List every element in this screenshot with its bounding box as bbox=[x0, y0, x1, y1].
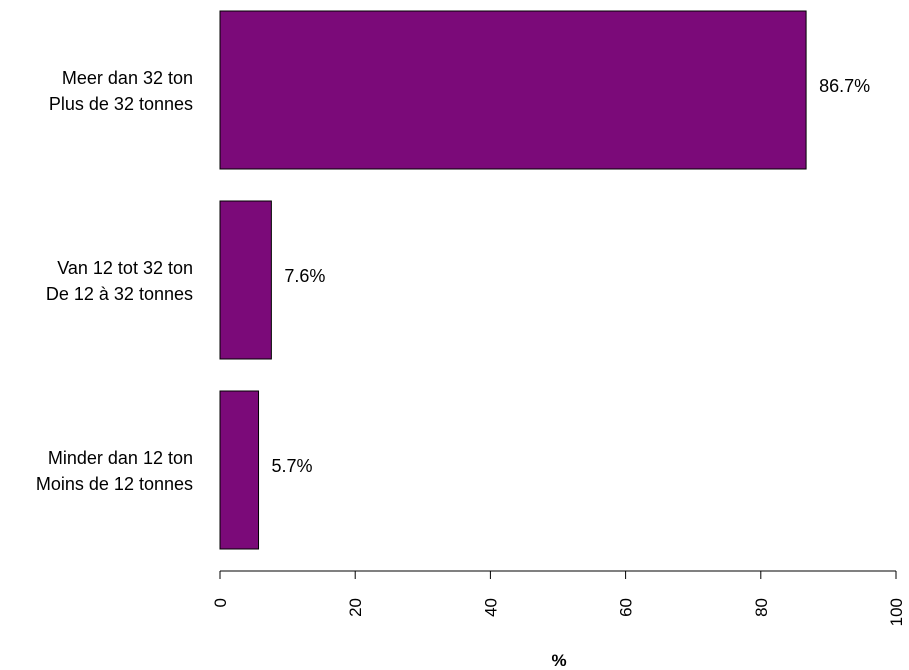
x-tick-label-3: 60 bbox=[617, 598, 636, 617]
x-tick-label-4: 80 bbox=[752, 598, 771, 617]
category-labels: Meer dan 32 ton Plus de 32 tonnes Van 12 t… bbox=[36, 68, 193, 494]
x-tick-label-5: 100 bbox=[887, 598, 906, 626]
x-axis-title: % bbox=[551, 651, 566, 670]
value-label-0: 86.7% bbox=[819, 76, 870, 96]
value-label-1: 7.6% bbox=[284, 266, 325, 286]
category-label-0: Meer dan 32 ton Plus de 32 tonnes bbox=[49, 68, 193, 114]
category-label-line: Meer dan 32 ton bbox=[62, 68, 193, 88]
value-labels: 86.7% 7.6% 5.7% bbox=[272, 76, 871, 476]
category-label-2: Minder dan 12 ton Moins de 12 tonnes bbox=[36, 448, 193, 494]
category-label-1: Van 12 tot 32 ton De 12 à 32 tonnes bbox=[46, 258, 193, 304]
category-label-line: Minder dan 12 ton bbox=[48, 448, 193, 468]
category-label-line: Moins de 12 tonnes bbox=[36, 474, 193, 494]
bar-1 bbox=[219, 200, 272, 360]
category-label-line: Plus de 32 tonnes bbox=[49, 94, 193, 114]
x-tick-label-2: 40 bbox=[481, 598, 500, 617]
x-tick-label-1: 20 bbox=[346, 598, 365, 617]
bars bbox=[219, 10, 807, 550]
value-label-2: 5.7% bbox=[272, 456, 313, 476]
x-tick-label-0: 0 bbox=[211, 598, 230, 607]
category-label-line: Van 12 tot 32 ton bbox=[57, 258, 193, 278]
x-axis: 0 20 40 60 80 100 bbox=[211, 570, 906, 626]
bar-2 bbox=[219, 390, 260, 550]
category-label-line: De 12 à 32 tonnes bbox=[46, 284, 193, 304]
bar-0 bbox=[219, 10, 807, 170]
